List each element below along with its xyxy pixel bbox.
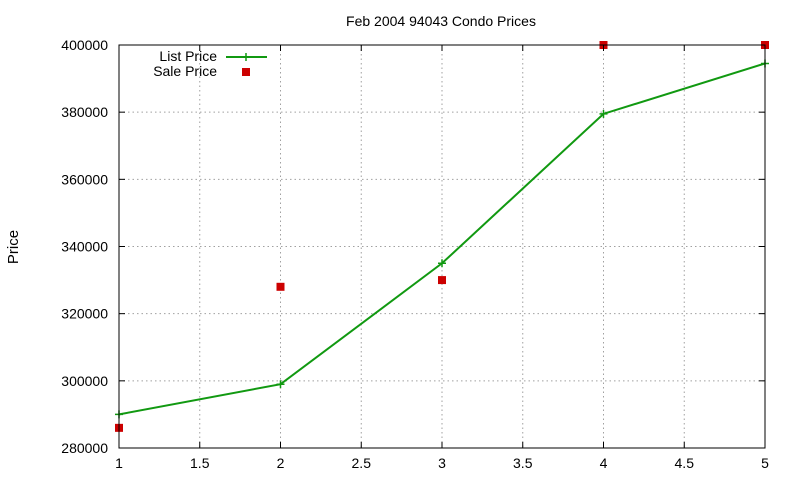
axes: 1 1.5 2 2.5 3 3.5 4 4.5 5 280000 300000 320000 34000…: [61, 37, 769, 471]
x-tick-label: 5: [761, 455, 769, 471]
x-tick-label: 2.5: [352, 455, 372, 471]
x-tick-label: 2: [277, 455, 285, 471]
legend-swatch-list-price-marker: [242, 53, 250, 61]
x-tick-label: 3.5: [513, 455, 533, 471]
y-tick-label: 360000: [61, 171, 108, 187]
chart-title: Feb 2004 94043 Condo Prices: [346, 13, 536, 29]
legend-label-list-price: List Price: [159, 48, 217, 64]
sale-price-point: [438, 276, 446, 285]
list-price-point: [438, 259, 446, 268]
y-tick-label: 320000: [61, 306, 108, 322]
y-tick-label: 400000: [61, 37, 108, 53]
sale-price-point: [276, 282, 285, 291]
list-price-point: [599, 109, 608, 118]
y-tick-label: 340000: [61, 239, 108, 255]
x-tick-label: 4: [600, 455, 608, 471]
y-tick-label: 280000: [61, 440, 108, 456]
x-tick-label: 1: [115, 455, 123, 471]
x-tick-label: 1.5: [190, 455, 210, 471]
legend-swatch-sale-price: [242, 68, 250, 76]
x-tick-label: 3: [438, 455, 446, 471]
y-axis-label: Price: [5, 230, 22, 264]
list-price-point: [276, 380, 285, 389]
y-tick-label: 300000: [61, 373, 108, 389]
legend-label-sale-price: Sale Price: [153, 63, 217, 79]
x-tick-label: 4.5: [675, 455, 695, 471]
y-tick-label: 380000: [61, 104, 108, 120]
